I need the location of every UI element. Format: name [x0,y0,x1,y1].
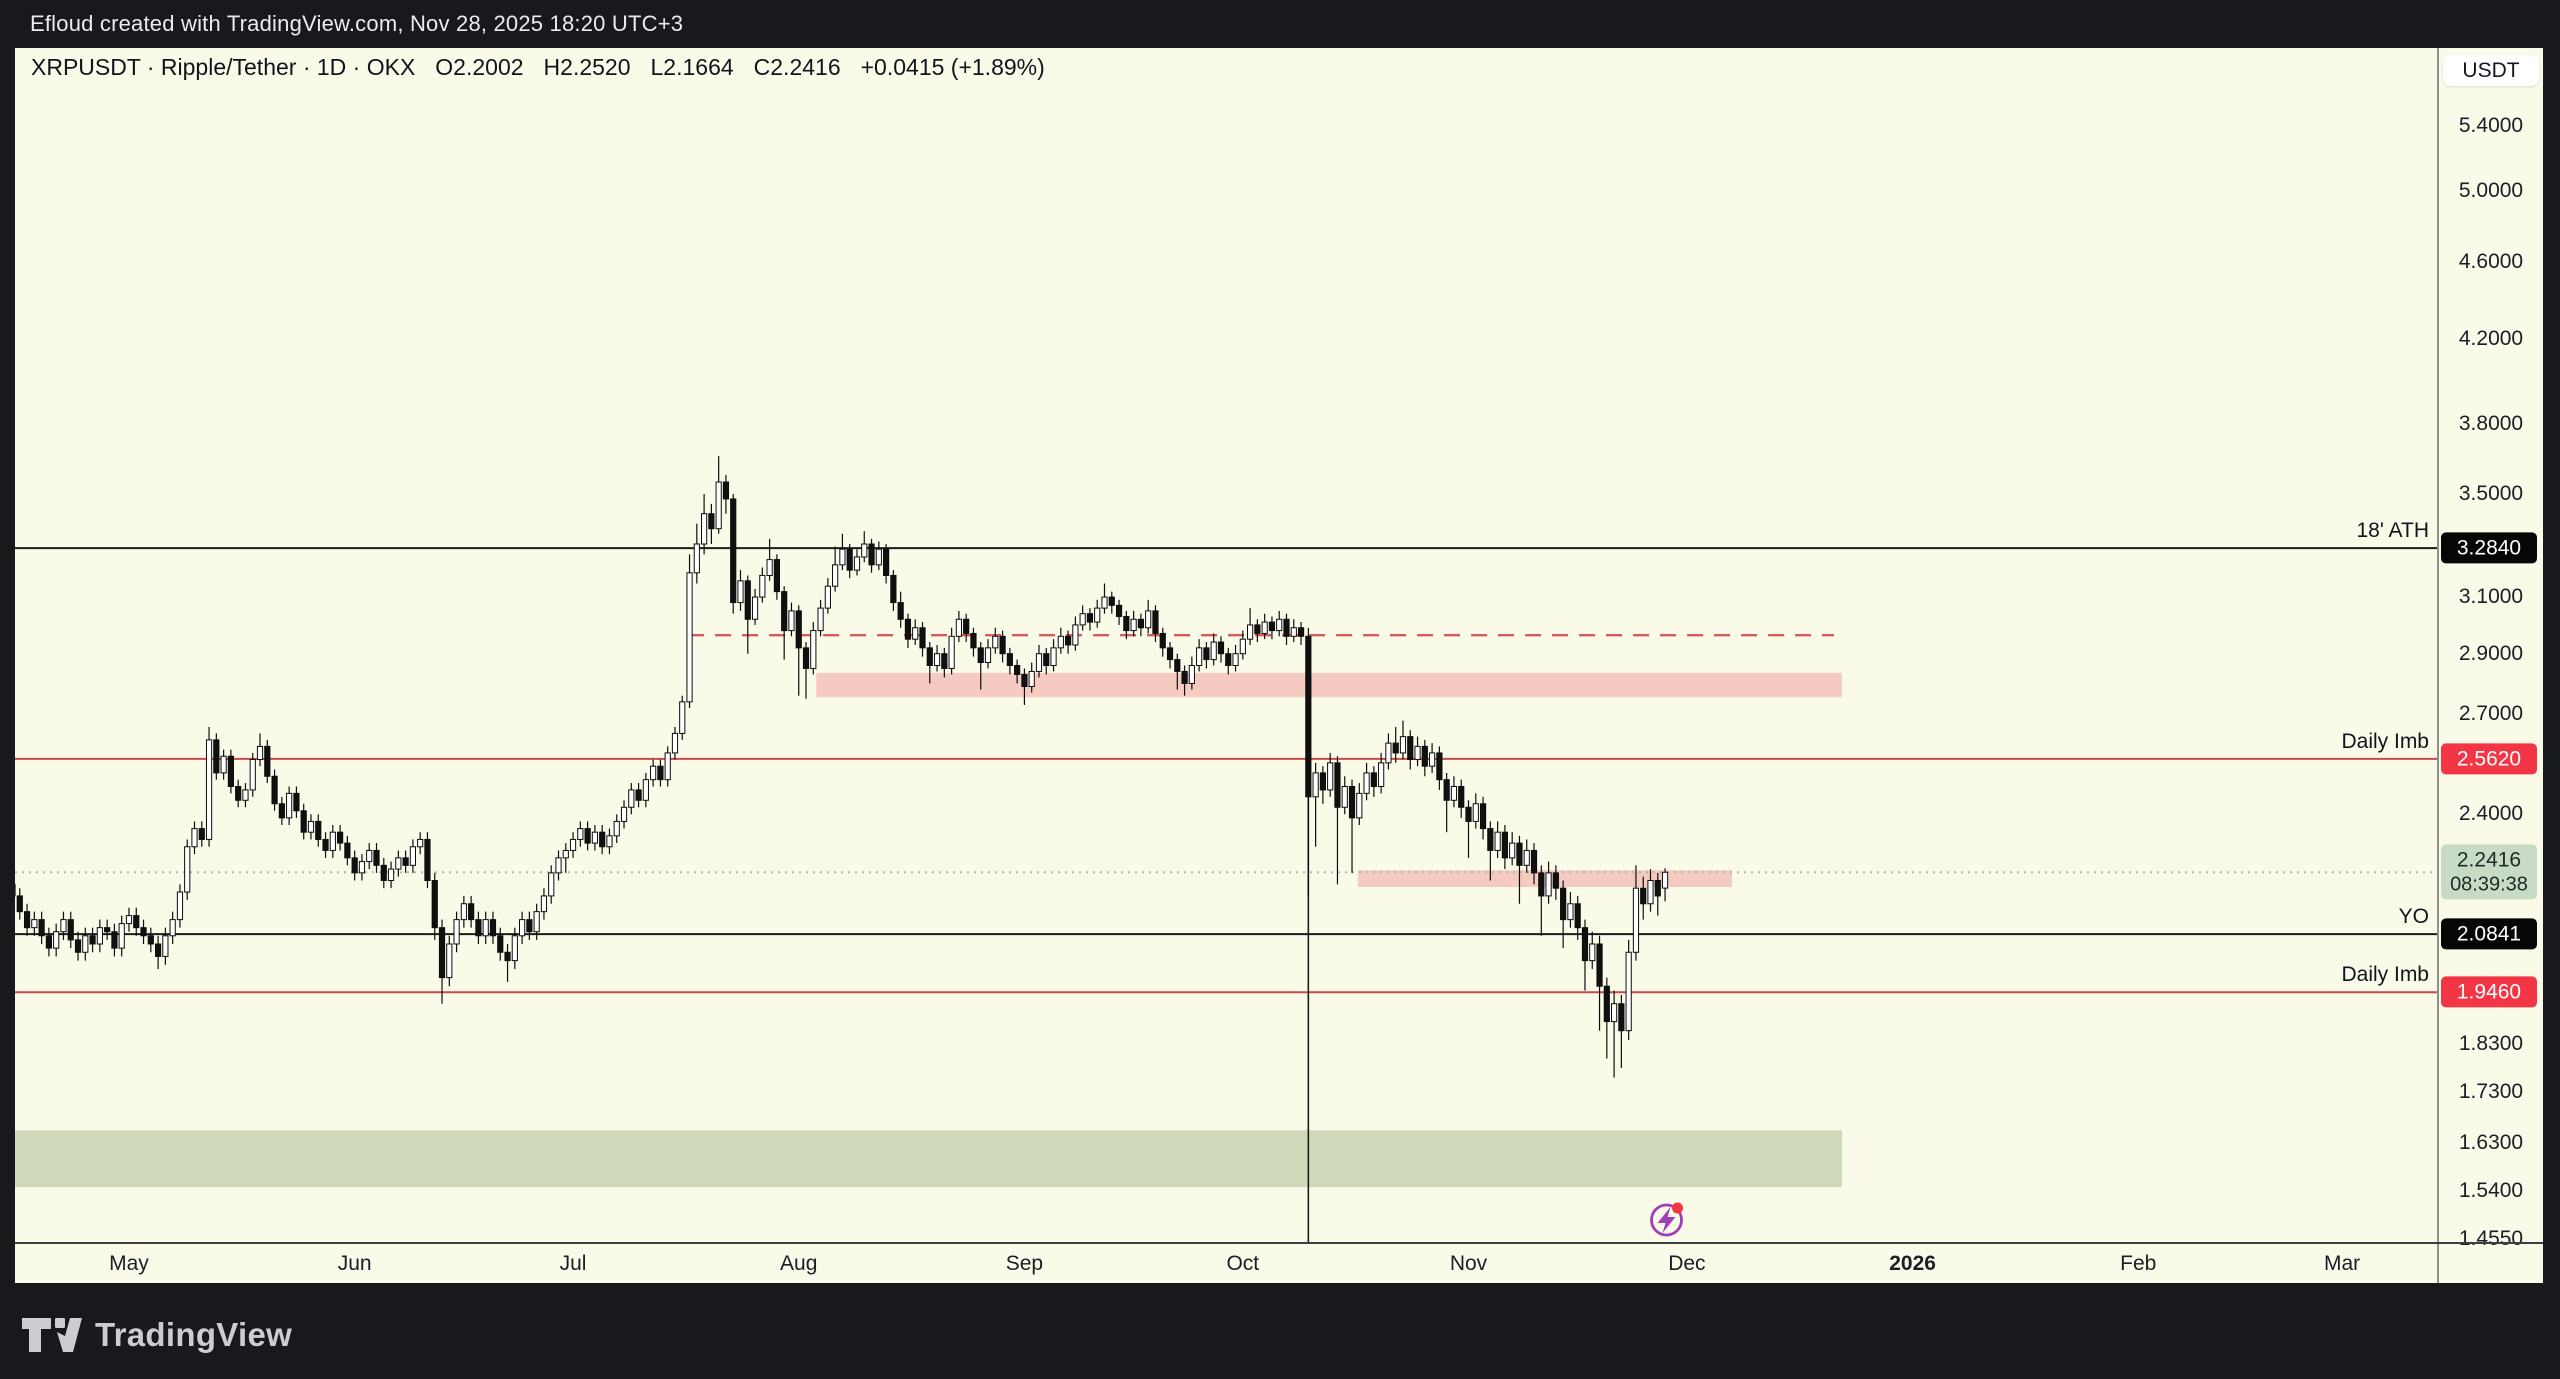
yo-price-label: 2.0841 [2441,918,2537,950]
ohlc-change: +0.0415 (+1.89%) [860,54,1045,80]
chart-shell: XRPUSDT · Ripple/Tether · 1D · OKX O2.200… [15,48,2543,1283]
demand-zone-green[interactable] [15,1130,1842,1188]
ohlc-open: O2.2002 [435,54,524,80]
price-axis[interactable]: USDT 5.4000 5.0000 4.6000 4.2000 3.8000 3.500… [2437,48,2543,1283]
price-tick: 3.8000 [2458,412,2524,436]
price-tick: 1.7300 [2458,1080,2524,1104]
price-tick: 2.4000 [2458,802,2524,826]
price-tick: 1.8300 [2458,1032,2524,1056]
price-tick: 1.4550 [2458,1227,2524,1251]
candlestick-series [15,456,1669,1078]
price-tick: 4.2000 [2458,327,2524,351]
price-tick: 2.7000 [2458,702,2524,726]
current-price-label: 2.2416 08:39:38 [2441,844,2537,900]
price-label-value: 2.0841 [2456,922,2522,946]
supply-zone-pink[interactable] [816,672,1842,698]
month-label-feb: Feb [2120,1252,2157,1275]
yo-line-label: YO [2398,905,2429,929]
symbol-header: XRPUSDT · Ripple/Tether · 1D · OKX O2.200… [31,54,1065,81]
chart-canvas[interactable] [15,48,2437,1242]
price-tick: 4.6000 [2458,250,2524,274]
ai-sparkle-icon[interactable] [1650,1202,1684,1237]
price-tick: 3.5000 [2458,482,2524,506]
tv-monogram-icon [22,1318,82,1352]
tradingview-logo-text: TradingView [95,1316,293,1353]
month-label-jun: Jun [337,1252,372,1275]
bottom-bar [0,1283,2560,1379]
tradingview-logo[interactable]: TradingView [21,1312,292,1358]
month-label-aug: Aug [780,1252,818,1275]
month-label-sep: Sep [1005,1252,1044,1275]
daily-imb-lower-label: Daily Imb [2341,963,2429,987]
symbol-title: XRPUSDT · Ripple/Tether · 1D · OKX [31,54,416,80]
mid-demand-zone-pink[interactable] [1357,870,1733,888]
price-tick: 2.9000 [2458,641,2524,665]
currency-button[interactable]: USDT [2443,55,2539,86]
daily-imb-lower-price-label: 1.9460 [2441,976,2537,1008]
month-label-jul: Jul [559,1252,587,1275]
price-label-value: 2.5620 [2456,747,2522,771]
chart-pane[interactable]: XRPUSDT · Ripple/Tether · 1D · OKX O2.200… [15,48,2437,1242]
month-label-may: May [109,1252,149,1275]
month-label-oct: Oct [1226,1252,1260,1275]
ath-price-label: 3.2840 [2441,532,2537,564]
price-label-value: 3.2840 [2456,536,2522,560]
ohlc-low: L2.1664 [650,54,734,80]
price-tick: 1.5400 [2458,1178,2524,1202]
ohlc-high: H2.2520 [543,54,631,80]
price-label-value: 2.2416 [2456,848,2522,872]
bar-countdown: 08:39:38 [2450,873,2528,896]
ohlc-close: C2.2416 [753,54,841,80]
price-tick: 5.4000 [2458,114,2524,137]
month-label-mar: Mar [2324,1252,2361,1275]
price-tick: 1.6300 [2458,1130,2524,1154]
daily-imb-upper-price-label: 2.5620 [2441,743,2537,775]
month-label-2026: 2026 [1889,1252,1936,1275]
price-tick: 5.0000 [2458,179,2524,203]
watermark-text: Efloud created with TradingView.com, Nov… [30,11,684,36]
price-tick: 3.1000 [2458,585,2524,609]
daily-imb-upper-label: Daily Imb [2341,729,2429,753]
watermark-bar: Efloud created with TradingView.com, Nov… [0,0,2560,48]
month-label-dec: Dec [1668,1252,1706,1275]
time-axis[interactable]: May Jun Jul Aug Sep Oct Nov Dec 2026 Feb Mar [15,1242,2543,1283]
ath-line-label: 18' ATH [2356,519,2430,543]
month-label-nov: Nov [1449,1252,1488,1275]
price-label-value: 1.9460 [2456,980,2522,1004]
